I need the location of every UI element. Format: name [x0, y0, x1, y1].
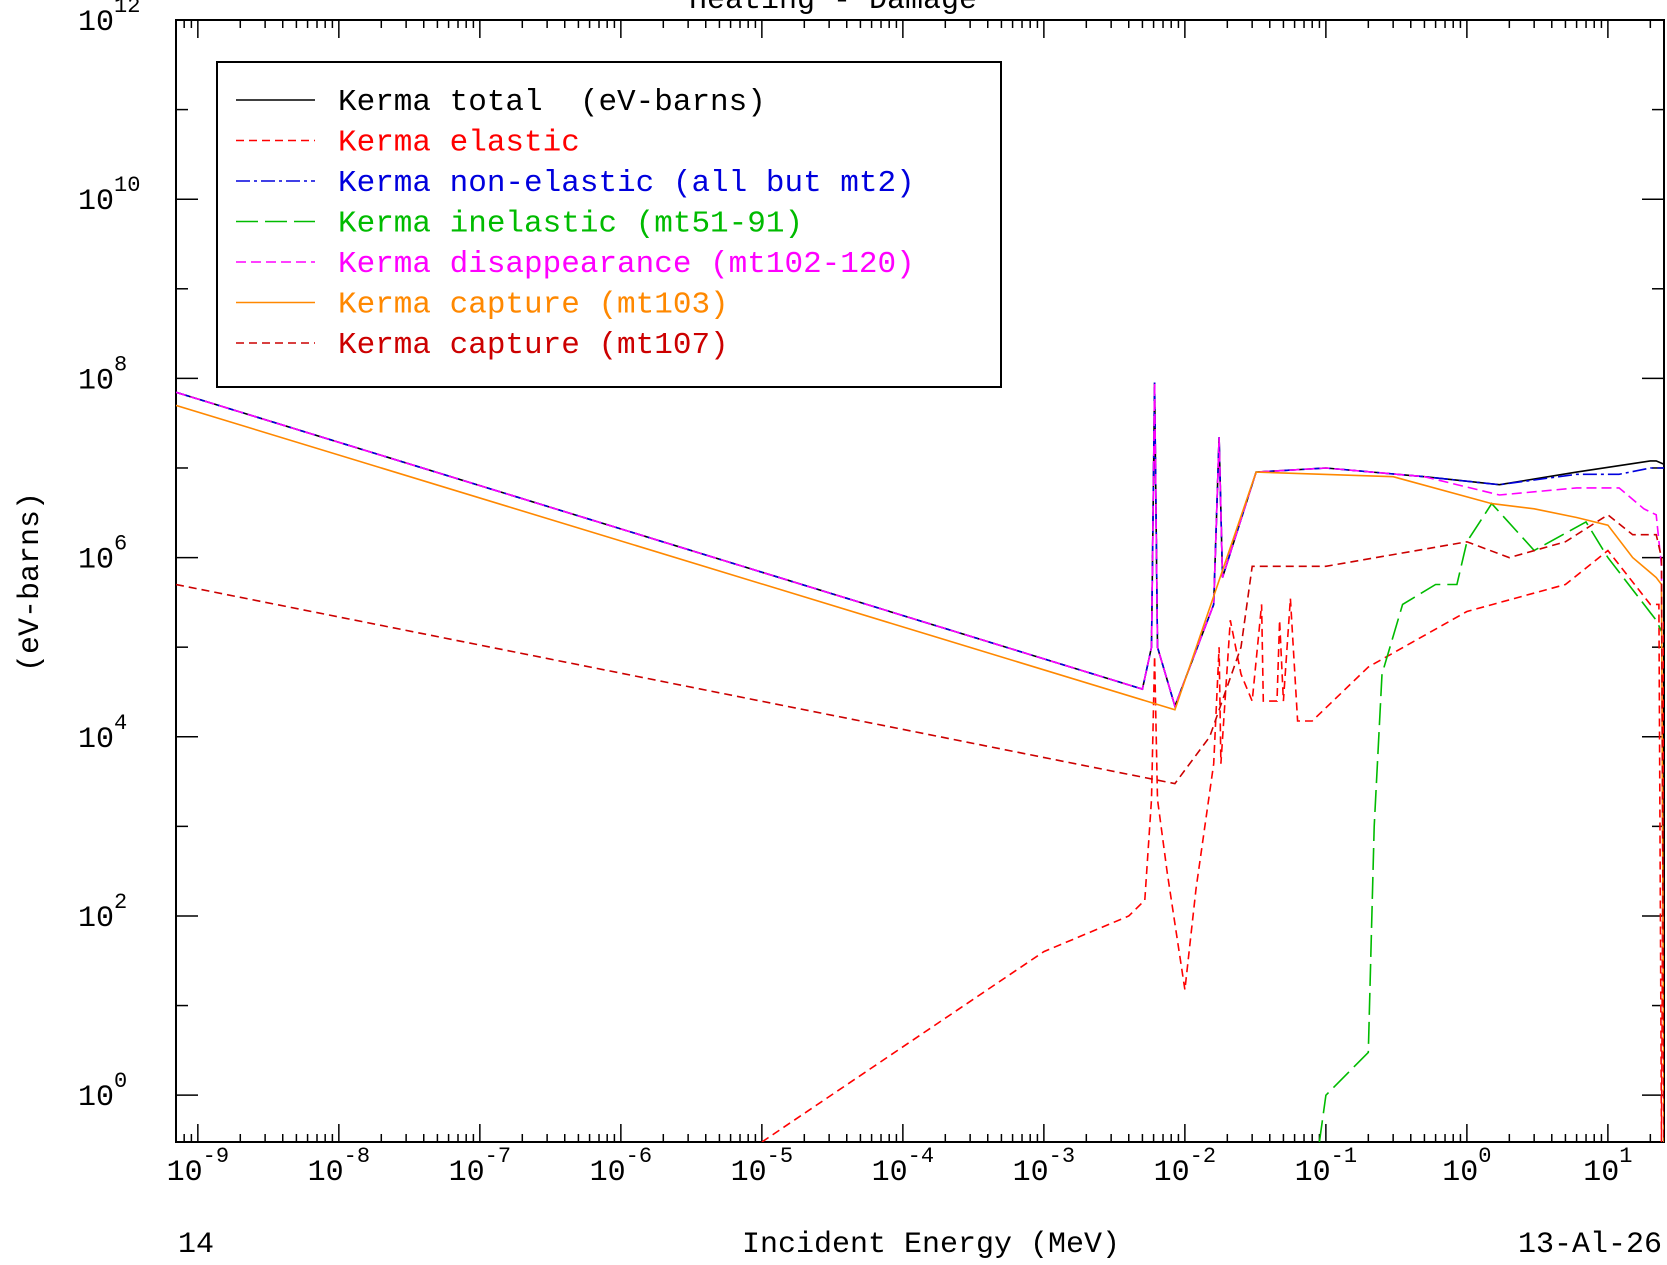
legend-label-2: Kerma elastic — [338, 126, 580, 161]
legend-label-6: Kerma capture (mt103) — [338, 288, 729, 323]
y-tick-label: 106 — [78, 532, 127, 578]
chart-title: Heating - Damage — [689, 0, 977, 18]
series-line-7 — [176, 513, 1664, 1142]
x-axis-title: Incident Energy (MeV) — [742, 1228, 1120, 1262]
series-line-6 — [176, 404, 1664, 1142]
x-tick-label: 10-7 — [449, 1144, 511, 1190]
series-line-4 — [1318, 502, 1663, 1142]
x-tick-label: 10-3 — [1013, 1144, 1075, 1190]
x-tick-label: 10-6 — [590, 1144, 652, 1190]
legend-label-3: Kerma non-elastic (all but mt2) — [338, 166, 915, 201]
x-tick-label: 101 — [1583, 1144, 1632, 1190]
legend-box — [216, 61, 1002, 388]
x-tick-labels: 10-9 10-8 10-7 10-6 10-5 10-4 10-3 10-2 10-1 100 1… — [167, 1144, 1633, 1190]
legend-label-1: Kerma total (eV-barns) — [338, 85, 766, 120]
legend: Kerma total (eV-barns) Kerma elastic Kerma… — [216, 61, 1002, 388]
x-tick-label: 10-8 — [308, 1144, 370, 1190]
series-line-2 — [761, 549, 1664, 1142]
legend-label-4: Kerma inelastic (mt51-91) — [338, 207, 803, 242]
series-group — [176, 382, 1664, 1142]
x-tick-label: 10-2 — [1154, 1144, 1216, 1190]
axis-ticks — [175, 19, 1664, 1142]
x-tick-label: 10-1 — [1295, 1144, 1357, 1190]
x-tick-label: 10-5 — [731, 1144, 793, 1190]
series-line-3 — [176, 382, 1664, 709]
series-line-1 — [176, 382, 1664, 709]
series-line-5 — [176, 382, 1664, 1142]
x-tick-label: 10-4 — [872, 1144, 934, 1190]
y-tick-label: 108 — [78, 352, 127, 398]
legend-label-5: Kerma disappearance (mt102-120) — [338, 247, 915, 282]
footer-right: 13-Al-26 — [1518, 1228, 1662, 1262]
footer-left: 14 — [178, 1228, 214, 1262]
y-tick-label: 100 — [78, 1069, 127, 1115]
y-tick-label: 1010 — [78, 173, 140, 219]
y-tick-label: 102 — [78, 890, 127, 936]
legend-label-7: Kerma capture (mt107) — [338, 328, 729, 363]
x-tick-label: 10-9 — [167, 1144, 229, 1190]
y-tick-labels: 100 102 104 106 108 1010 1012 — [78, 0, 140, 1115]
y-tick-label: 1012 — [78, 0, 140, 40]
plot-frame — [175, 19, 1665, 1143]
y-axis-title: (eV-barns) — [14, 492, 48, 672]
x-tick-label: 100 — [1442, 1144, 1491, 1190]
y-tick-label: 104 — [78, 711, 127, 757]
